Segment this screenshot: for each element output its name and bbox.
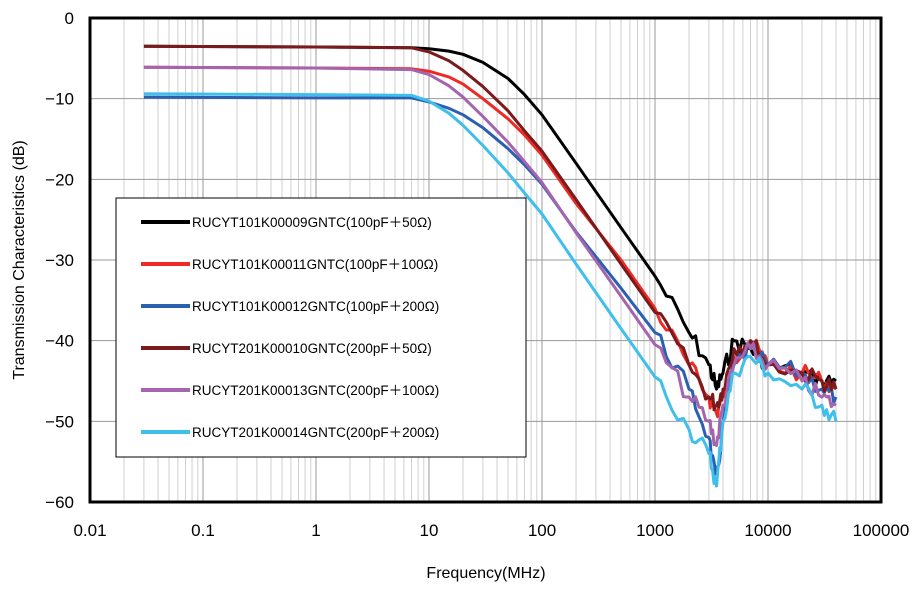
legend-label: RUCYT201K00013GNTC(200pF＋100Ω)	[192, 383, 439, 398]
x-tick-label: 1	[311, 521, 320, 540]
legend-label: RUCYT101K00011GNTC(100pF＋100Ω)	[192, 257, 438, 272]
y-tick-label: 0	[65, 9, 74, 28]
legend-label: RUCYT101K00012GNTC(100pF＋200Ω)	[192, 299, 439, 314]
series-lines	[143, 44, 838, 488]
x-tick-labels: 0.01 0.1 1 10 100 1000 10000 100000	[73, 521, 909, 540]
y-tick-label: −10	[45, 90, 74, 109]
y-tick-label: −60	[45, 493, 74, 512]
x-tick-label: 1000	[636, 521, 674, 540]
y-tick-label: −40	[45, 332, 74, 351]
y-tick-labels: 0 −10 −20 −30 −40 −50 −60	[45, 9, 74, 512]
x-tick-label: 0.01	[73, 521, 106, 540]
x-tick-label: 0.1	[191, 521, 215, 540]
y-tick-label: −30	[45, 251, 74, 270]
x-tick-label: 10000	[744, 521, 791, 540]
series-line	[143, 92, 838, 488]
x-tick-label: 100000	[853, 521, 910, 540]
series-line	[143, 65, 837, 447]
series-line	[143, 44, 838, 412]
legend-label: RUCYT101K00009GNTC(100pF＋50Ω)	[192, 215, 432, 230]
y-tick-label: −50	[45, 412, 74, 431]
y-axis-title: Transmission Characteristics (dB)	[11, 140, 28, 379]
x-tick-label: 10	[420, 521, 439, 540]
legend-label: RUCYT201K00014GNTC(200pF＋200Ω)	[192, 425, 439, 440]
legend: RUCYT101K00009GNTC(100pF＋50Ω) RUCYT101K00…	[115, 197, 527, 458]
x-tick-label: 100	[528, 521, 556, 540]
x-axis-title: Frequency(MHz)	[426, 565, 545, 582]
legend-label: RUCYT201K00010GNTC(200pF＋50Ω)	[192, 341, 432, 356]
plot-frame	[88, 16, 883, 504]
y-tick-label: −20	[45, 170, 74, 189]
legend-box	[115, 197, 527, 458]
